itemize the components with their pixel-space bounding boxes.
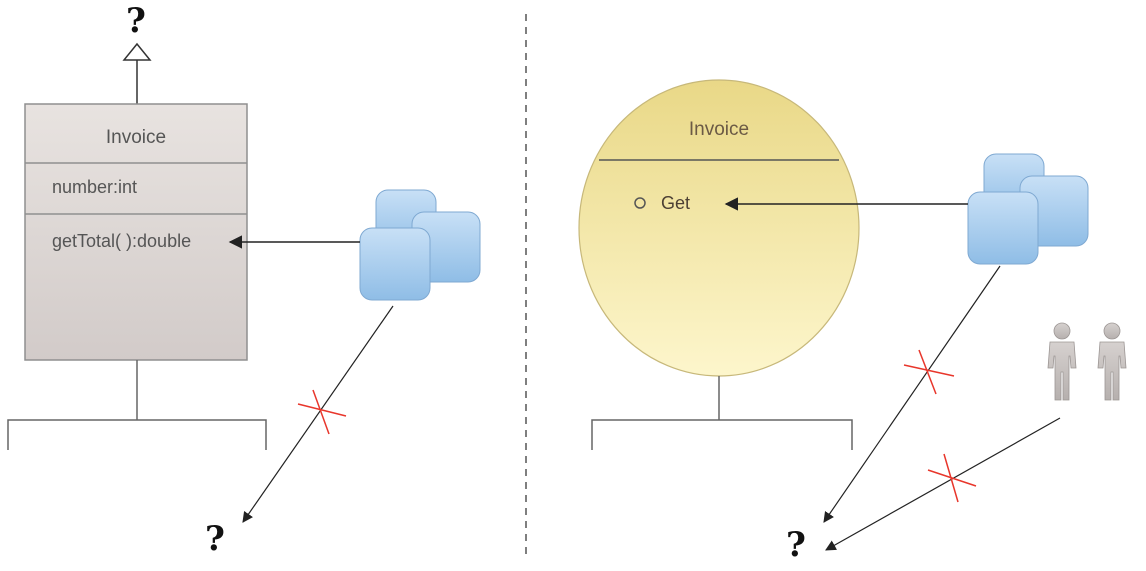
class-name-label: Invoice	[105, 127, 167, 148]
unknown-accessor-marker: ?	[786, 525, 806, 565]
blocked-access-arrow	[242, 305, 394, 523]
parent-class-unknown-marker: ?	[126, 1, 146, 41]
unknown-accessor-marker: ?	[205, 519, 225, 559]
two-people-icon	[1047, 322, 1127, 401]
class-name-label: Invoice	[688, 119, 750, 140]
uml-class-box	[24, 103, 248, 361]
left-stand	[7, 360, 267, 450]
inheritance-triangle	[122, 42, 152, 61]
blocked-access-arrow	[823, 265, 1001, 523]
stacked-cubes-icon	[359, 189, 481, 301]
attribute-label: number:int	[52, 177, 138, 197]
blocked-access-arrow	[825, 417, 1061, 551]
operation-label: getTotal( ):double	[52, 231, 192, 251]
right-stand	[591, 376, 853, 450]
blocked-cross	[297, 389, 347, 435]
blocked-cross	[927, 453, 977, 503]
operation-port-icon	[634, 197, 646, 209]
stacked-cubes-icon	[967, 153, 1089, 265]
operation-label: Get	[661, 193, 691, 213]
blocked-cross	[903, 349, 955, 395]
